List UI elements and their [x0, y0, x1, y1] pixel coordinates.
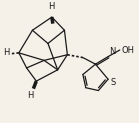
- Text: H: H: [3, 48, 9, 57]
- Text: S: S: [110, 78, 115, 87]
- Text: H: H: [27, 91, 34, 100]
- Text: OH: OH: [122, 46, 135, 54]
- Text: H: H: [48, 2, 54, 11]
- Text: N: N: [109, 47, 116, 56]
